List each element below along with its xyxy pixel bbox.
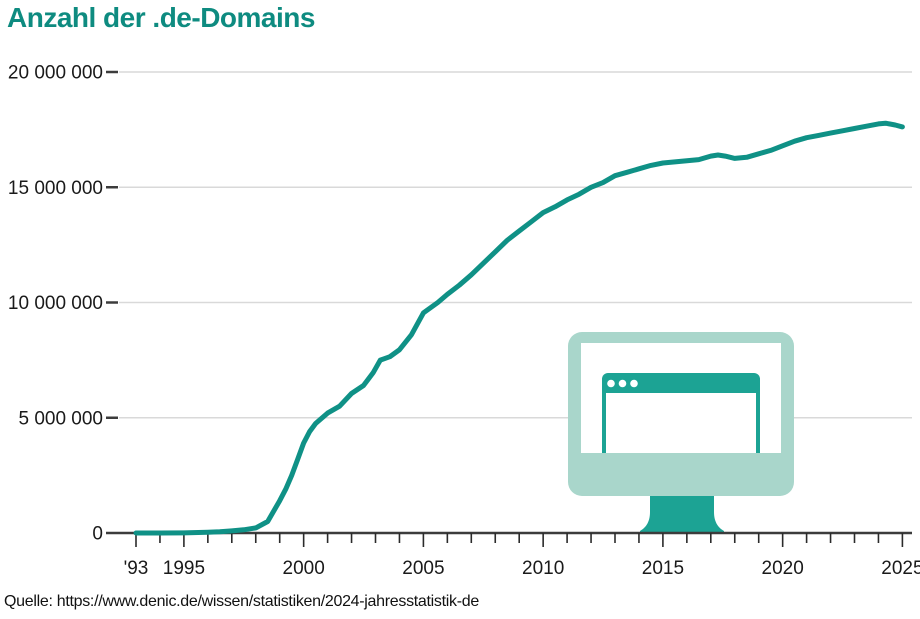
page-title: Anzahl der .de-Domains [7,2,315,33]
source-note: Quelle: https://www.denic.de/wissen/stat… [4,593,479,610]
x-tick-label: 2010 [522,558,564,579]
y-tick-label: 0 [92,524,103,545]
y-axis-labels: 0 5 000 000 10 000 000 15 000 000 20 000 000 [8,63,103,545]
x-tick-label: 2000 [283,558,325,579]
browser-dot-icon [630,379,638,388]
x-tick-label: '93 [124,558,149,579]
domain-count-line [133,120,905,536]
browser-window-icon [602,373,760,453]
y-tick-label: 20 000 000 [8,63,103,84]
monitor-with-browser-window-icon [568,332,794,534]
browser-dot-icon [607,379,615,388]
x-tick-label: 2015 [642,558,684,579]
x-tick-label: 2020 [762,558,804,579]
y-tick-label: 15 000 000 [8,178,103,199]
x-tick-label: 2025 [881,558,920,579]
y-tick-label: 5 000 000 [18,408,103,429]
x-tick-label: 2005 [402,558,444,579]
browser-dot-icon [618,379,627,388]
x-axis: '93 1995 2000 2005 2010 2015 2020 2025 [106,531,920,579]
x-tick-label: 1995 [163,558,205,579]
y-tick-label: 10 000 000 [8,293,103,314]
monitor-stand [640,496,724,534]
